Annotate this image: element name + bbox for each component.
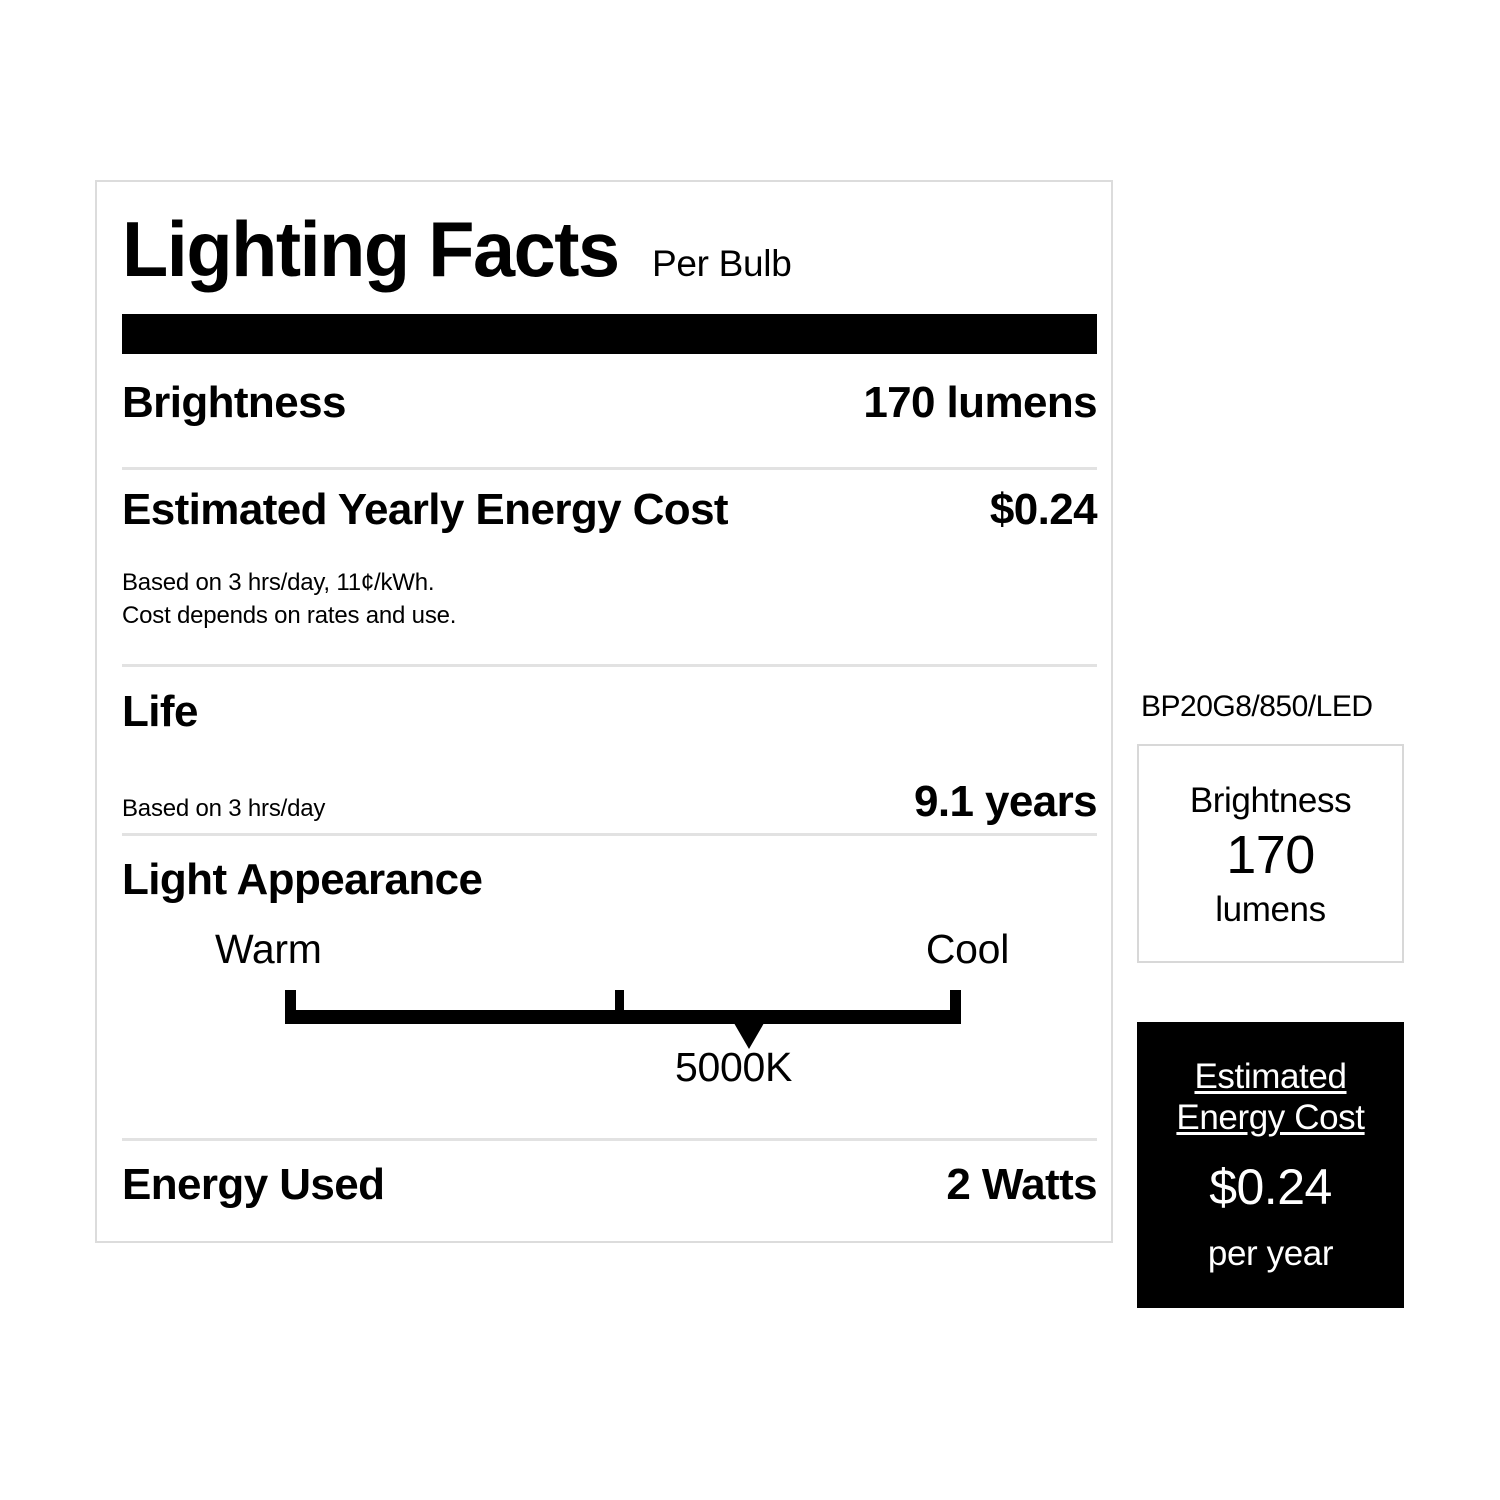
scale-bar-area xyxy=(122,984,1097,1049)
light-appearance-label: Light Appearance xyxy=(122,855,483,904)
side-brightness-box: Brightness 170 lumens xyxy=(1137,744,1404,963)
brightness-label: Brightness xyxy=(122,378,346,427)
scale-cap-right xyxy=(950,990,961,1024)
side-cost-title: Estimated Energy Cost xyxy=(1176,1056,1365,1139)
energy-cost-notes: Based on 3 hrs/day, 11¢/kWh. Cost depend… xyxy=(122,566,456,632)
brightness-value: 170 lumens xyxy=(863,378,1097,427)
label-title-row: Lighting Facts Per Bulb xyxy=(122,210,792,288)
energy-cost-row: Estimated Yearly Energy Cost $0.24 xyxy=(122,485,1098,535)
side-cost-period: per year xyxy=(1207,1234,1334,1274)
life-row: Life xyxy=(122,687,1097,737)
side-brightness-unit: lumens xyxy=(1215,889,1326,929)
side-cost-title-line1: Estimated xyxy=(1194,1056,1347,1096)
scale-bar xyxy=(285,1010,961,1024)
label-title-suffix: Per Bulb xyxy=(651,243,792,284)
scale-end-labels: Warm Cool xyxy=(122,926,1097,972)
model-code: BP20G8/850/LED xyxy=(1141,690,1373,723)
life-label: Life xyxy=(122,687,198,736)
life-value-row: Based on 3 hrs/day 9.1 years xyxy=(122,777,1098,827)
side-energy-cost-box: Estimated Energy Cost $0.24 per year xyxy=(1137,1022,1404,1308)
divider-after-brightness xyxy=(122,467,1097,470)
title-underbar xyxy=(122,314,1097,354)
scale-warm-label: Warm xyxy=(215,926,322,972)
lighting-facts-label: Lighting Facts Per Bulb Brightness 170 l… xyxy=(95,180,1113,1243)
energy-cost-label: Estimated Yearly Energy Cost xyxy=(122,485,729,534)
divider-after-energy-cost xyxy=(122,664,1097,667)
energy-cost-note-line2: Cost depends on rates and use. xyxy=(122,602,457,630)
scale-kelvin-value: 5000K xyxy=(675,1044,793,1090)
energy-used-value: 2 Watts xyxy=(946,1160,1097,1209)
side-brightness-title: Brightness xyxy=(1189,781,1352,821)
scale-cap-left xyxy=(285,990,296,1024)
energy-cost-note-line1: Based on 3 hrs/day, 11¢/kWh. xyxy=(122,569,435,596)
divider-after-light-appearance xyxy=(122,1138,1097,1141)
life-value: 9.1 years xyxy=(914,777,1098,826)
label-title: Lighting Facts xyxy=(122,205,620,293)
side-cost-amount: $0.24 xyxy=(1209,1159,1332,1216)
side-summary-box: Brightness 170 lumens Estimated Energy C… xyxy=(1137,744,1404,1308)
energy-used-row: Energy Used 2 Watts xyxy=(122,1160,1098,1210)
scale-tick-mark xyxy=(615,990,624,1016)
life-note: Based on 3 hrs/day xyxy=(122,795,326,822)
divider-after-life xyxy=(122,833,1097,836)
brightness-row: Brightness 170 lumens xyxy=(122,378,1098,428)
side-brightness-number: 170 xyxy=(1226,825,1315,886)
energy-used-label: Energy Used xyxy=(122,1160,385,1209)
side-cost-title-line2: Energy Cost xyxy=(1176,1098,1365,1137)
energy-cost-value: $0.24 xyxy=(989,485,1098,534)
scale-cool-label: Cool xyxy=(925,926,1009,972)
light-appearance-row: Light Appearance xyxy=(122,855,1097,905)
color-temperature-scale: Warm Cool 5000K xyxy=(122,926,1097,1146)
